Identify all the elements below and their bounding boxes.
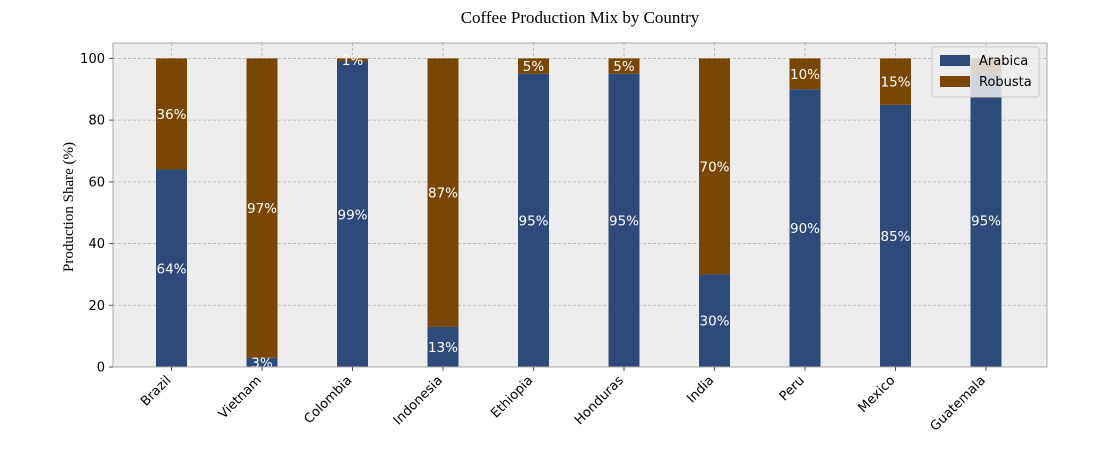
bar-value-label: 99% bbox=[337, 207, 367, 223]
bar-value-label: 95% bbox=[971, 213, 1001, 229]
y-tick-label: 0 bbox=[97, 361, 105, 376]
bar-value-label: 95% bbox=[518, 213, 548, 229]
bar-robusta bbox=[608, 58, 640, 74]
y-tick-label: 60 bbox=[88, 175, 105, 190]
y-tick-label: 40 bbox=[88, 237, 105, 252]
x-tick-label: Indonesia bbox=[391, 373, 446, 428]
bar-value-label: 15% bbox=[880, 75, 910, 91]
legend: Arabica Robusta bbox=[931, 46, 1040, 98]
plot-frame bbox=[112, 42, 1048, 368]
bar-arabica bbox=[427, 326, 459, 367]
bar-value-label: 64% bbox=[156, 261, 186, 277]
bar-robusta bbox=[337, 58, 368, 62]
bar-arabica bbox=[880, 104, 911, 367]
legend-label: Arabica bbox=[979, 54, 1028, 69]
bar-value-label: 5% bbox=[523, 59, 545, 75]
x-tick-label: Peru bbox=[777, 373, 808, 404]
bar-arabica bbox=[699, 274, 730, 367]
bar-robusta bbox=[880, 58, 911, 105]
y-tick-label: 20 bbox=[88, 299, 105, 314]
chart-title: Coffee Production Mix by Country bbox=[461, 8, 700, 27]
bar-value-label: 5% bbox=[613, 59, 635, 75]
x-tick-label: Brazil bbox=[138, 373, 174, 409]
bar-value-label: 13% bbox=[428, 340, 458, 356]
y-tick-label: 80 bbox=[88, 114, 105, 129]
legend-swatch bbox=[940, 76, 970, 87]
bar-value-label: 95% bbox=[609, 213, 639, 229]
y-tick-label: 100 bbox=[80, 52, 105, 67]
x-tick-label: Guatemala bbox=[928, 373, 989, 434]
bar-arabica bbox=[246, 357, 278, 367]
x-tick-label: Colombia bbox=[302, 373, 356, 427]
bar-value-label: 85% bbox=[880, 229, 910, 245]
bar-value-label: 36% bbox=[156, 107, 186, 123]
bar-value-label: 1% bbox=[342, 53, 364, 69]
bar-arabica bbox=[337, 61, 368, 368]
bars bbox=[156, 58, 1002, 368]
bar-robusta bbox=[518, 58, 549, 74]
bar-value-label: 30% bbox=[699, 314, 729, 330]
y-axis-label: Production Share (%) bbox=[61, 142, 77, 272]
x-tick-label: Ethiopia bbox=[488, 373, 536, 421]
bar-robusta bbox=[699, 58, 730, 275]
bar-robusta bbox=[789, 58, 821, 90]
x-tick-label: India bbox=[684, 373, 717, 406]
bar-robusta bbox=[427, 58, 459, 327]
bar-arabica bbox=[789, 89, 821, 368]
bar-value-label: 90% bbox=[790, 221, 820, 237]
bar-robusta bbox=[246, 58, 278, 358]
x-tick-label: Mexico bbox=[856, 373, 899, 416]
bar-value-label: 97% bbox=[247, 201, 277, 217]
bar-arabica bbox=[518, 73, 549, 367]
legend-label: Robusta bbox=[979, 75, 1032, 90]
legend-swatch bbox=[940, 55, 970, 66]
bar-value-label: 87% bbox=[428, 186, 458, 202]
x-tick-label: Vietnam bbox=[216, 373, 265, 422]
bar-arabica bbox=[156, 169, 187, 367]
x-tick-label: Honduras bbox=[572, 373, 627, 428]
bar-robusta bbox=[156, 58, 187, 170]
bar-value-label: 70% bbox=[699, 159, 729, 175]
bar-labels: 64%3%99%13%95% 95%30%90% 85%95%36%97%1%87%… bbox=[156, 53, 1001, 371]
bar-value-label: 10% bbox=[790, 67, 820, 83]
bar-arabica bbox=[608, 73, 640, 367]
bar-arabica bbox=[970, 73, 1002, 367]
